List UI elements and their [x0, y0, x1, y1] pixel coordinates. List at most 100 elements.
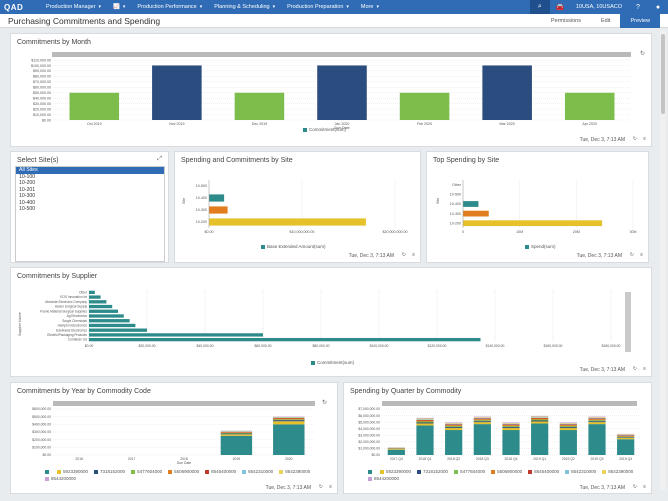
bar — [564, 92, 615, 120]
bar-segment — [617, 434, 635, 435]
y-tick-label: Other — [452, 183, 462, 187]
y-tick-label: $7,000,000.00 — [358, 407, 380, 411]
help-icon[interactable]: ? — [636, 3, 640, 11]
x-tick-label: $180,000.00 — [602, 344, 621, 348]
refresh-icon[interactable]: ↻ — [321, 400, 327, 406]
legend-swatch — [131, 469, 136, 474]
legend-item: 7318152000 — [417, 469, 448, 474]
legend-swatch — [380, 469, 384, 474]
legend-label: 8545400000 — [211, 469, 237, 474]
menu-icon[interactable]: ≡ — [643, 484, 646, 490]
refresh-icon[interactable]: ↻ — [629, 252, 634, 258]
site-item[interactable]: 10-300 — [19, 193, 36, 199]
scroll-thumb[interactable] — [661, 34, 665, 114]
x-tick-label: 30M — [630, 230, 637, 234]
bar-segment — [416, 417, 434, 419]
bar-segment — [617, 434, 635, 436]
bar-segment — [531, 418, 549, 420]
legend-label: Spend(sum) — [531, 244, 556, 249]
bar — [399, 92, 450, 120]
bar-segment — [559, 423, 577, 424]
bar-segment — [502, 426, 520, 428]
refresh-icon[interactable]: ↻ — [639, 51, 645, 57]
page-scrollbar[interactable] — [660, 30, 666, 490]
nav-production-manager[interactable]: Production Manager ▾ — [40, 0, 107, 14]
panel-select-sites: Select Site(s) ⤢ All Sites 10-100 10-200… — [10, 151, 169, 263]
chart-legend: 5923390000 7318152000 5477604000 5506900000… — [368, 469, 638, 481]
refresh-icon[interactable]: ↻ — [632, 366, 637, 372]
site-item[interactable]: 10-200 — [19, 180, 36, 186]
panel-title: Select Site(s) — [17, 157, 59, 164]
timestamp: Tue, Dec 3, 7:13 AM — [579, 367, 625, 373]
pin-icon[interactable]: ⤢ — [157, 156, 162, 162]
site-item[interactable]: 10-500 — [19, 206, 36, 212]
refresh-icon[interactable]: ↻ — [632, 484, 637, 490]
bar-segment — [559, 426, 577, 428]
refresh-icon[interactable]: ↻ — [632, 136, 637, 142]
menu-icon[interactable]: ≡ — [643, 136, 646, 142]
nav-chart-menu[interactable]: 📈 ▾ — [107, 0, 131, 14]
site-item[interactable]: 10-201 — [19, 186, 36, 193]
site-item[interactable]: 10-100 — [19, 173, 36, 180]
refresh-icon[interactable]: ↻ — [401, 252, 406, 258]
y-tick-label: $10,000.00 — [33, 113, 51, 117]
bar-segment — [531, 421, 549, 424]
legend-label: 8542390000 — [285, 469, 311, 474]
x-tick-label: $140,000.00 — [486, 344, 505, 348]
tab-edit[interactable]: Edit — [600, 18, 611, 24]
site-item-all[interactable]: All Sites — [16, 167, 164, 174]
legend-item: 8542310000 — [565, 469, 596, 474]
nav-planning-scheduling[interactable]: Planning & Scheduling ▾ — [208, 0, 281, 14]
bar-segment — [617, 437, 635, 440]
tab-preview[interactable]: Preview — [620, 14, 660, 28]
bar — [234, 92, 285, 120]
nav-more[interactable]: More ▾ — [355, 0, 385, 14]
chart-scroll-bar[interactable] — [52, 52, 631, 57]
legend-label: 5506900000 — [174, 469, 200, 474]
chart-scroll-bar[interactable] — [53, 401, 315, 406]
chart-scroll-bar[interactable] — [382, 401, 637, 406]
menu-icon[interactable]: ≡ — [412, 252, 415, 258]
menu-icon[interactable]: ≡ — [640, 252, 643, 258]
user-domain[interactable]: 10USA, 10USACO — [575, 4, 622, 10]
legend-label: 8544200000 — [51, 476, 77, 481]
qad-logo[interactable]: QAD — [4, 2, 24, 12]
bar — [89, 328, 147, 332]
legend-label: Commitment(sum) — [309, 127, 347, 132]
site-item[interactable]: 10-400 — [19, 199, 36, 206]
x-tick-label: $120,000.00 — [428, 344, 447, 348]
bar-segment — [473, 417, 491, 418]
nav-production-performance[interactable]: Production Performance ▾ — [131, 0, 208, 14]
bar-segment — [445, 428, 463, 431]
user-icon[interactable]: ● — [655, 3, 661, 11]
x-tick-label: 2018 — [180, 457, 188, 461]
bar — [463, 220, 603, 227]
bar-segment — [502, 422, 520, 424]
chart-scroll-bar[interactable] — [625, 292, 631, 352]
y-tick-label: $4,000,000.00 — [358, 427, 380, 431]
legend-item — [45, 469, 51, 474]
commitments-by-month-chart: $0.00$10,000.00 $20,000.00$30,000.00 $40,0… — [31, 58, 631, 130]
car-icon[interactable]: 🚘 — [555, 4, 565, 11]
bar — [89, 300, 107, 304]
bar-segment — [559, 430, 577, 455]
search-icon[interactable]: ⌕ — [529, 0, 550, 14]
tab-permissions[interactable]: Permissions — [551, 18, 581, 24]
menu-icon[interactable]: ≡ — [329, 484, 332, 490]
x-tick-label: $80,000.00 — [313, 344, 330, 348]
x-tick-label: 2018 Q3 — [476, 457, 489, 461]
commitments-by-year-chart: $0.00 $100,000.00 $200,000.00 $300,000.00 $4… — [32, 407, 315, 465]
bar-segment — [531, 419, 549, 421]
top-nav-bar: QAD Production Manager ▾ 📈 ▾ Production Pe… — [0, 0, 668, 14]
legend-swatch — [368, 469, 372, 474]
x-tick-label: 10M — [516, 230, 523, 234]
refresh-icon[interactable]: ↻ — [318, 484, 323, 490]
nav-production-preparation[interactable]: Production Preparation ▾ — [281, 0, 355, 14]
menu-icon[interactable]: ≡ — [643, 366, 646, 372]
x-tick-label: 2019 Q2 — [562, 457, 575, 461]
x-tick-label: 2019 Q1 — [533, 457, 546, 461]
bar-segment — [273, 418, 305, 420]
x-tick-label: $0.00 — [205, 230, 214, 234]
y-tick-label: $110,000.00 — [31, 58, 51, 62]
chart-icon: 📈 — [113, 4, 120, 10]
